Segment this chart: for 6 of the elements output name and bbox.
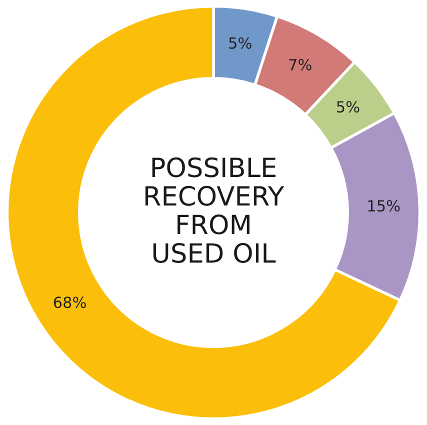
data-label: 5%: [337, 101, 360, 113]
data-label: 5%: [229, 37, 252, 49]
data-label: 15%: [368, 200, 400, 212]
text: POSSIBLE RECOVERY FROM USED OIL: [145, 157, 284, 263]
data-label: 68%: [54, 296, 86, 308]
data-label: 7%: [289, 58, 312, 70]
